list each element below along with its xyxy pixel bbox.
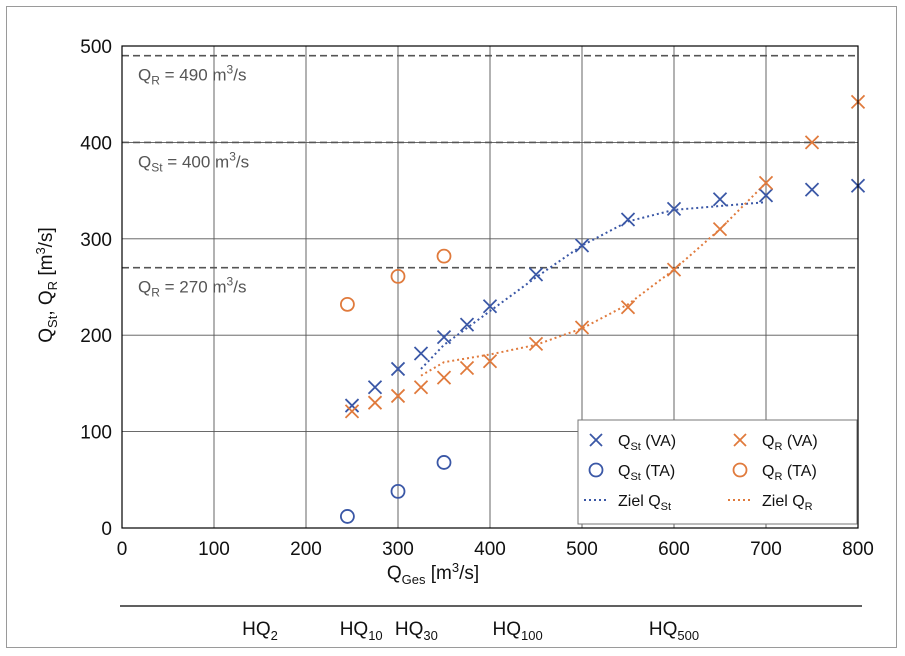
data-point [712,222,728,237]
data-point [390,388,406,404]
reference-lines: QR = 490 m3/s QSt = 400 m3/s QR = 270 m3/s [122,54,858,300]
data-point [666,262,682,277]
data-point [459,317,475,332]
y-tick-label: 500 [80,37,112,58]
data-point [666,201,682,217]
reference-line-label: QR = 490 m3/s [138,63,246,88]
hq-label: HQ100 [492,619,542,643]
data-point [390,268,406,284]
y-tick-label: 400 [80,133,112,154]
reference-line-label: QR = 270 m3/s [138,275,246,300]
data-point [758,175,774,191]
y-tick-label: 100 [80,423,112,444]
legend-label: QSt (VA) [618,433,676,453]
x-axis-label: QGes [m3/s] [387,560,479,587]
y-tick-label: 200 [80,326,112,347]
data-point [620,212,636,227]
plot-border [121,45,859,529]
data-point [758,188,774,203]
hq-label: HQ500 [649,619,699,643]
data-point [339,296,355,312]
figure-frame [6,6,897,648]
data-point [436,455,452,470]
legend-item: QR (TA) [732,462,817,483]
x-tick-label: 200 [290,539,322,560]
x-axis-label-sub: Ges [402,572,426,587]
x-axis-label-unit-sup: 3 [452,560,459,575]
data-point [344,404,360,419]
y-tick-label: 300 [80,230,112,251]
legend: QSt (VA) QSt (TA) Ziel QSt QR (VA) QR (TA) Zi… [577,419,858,525]
legend-label: QSt (TA) [618,463,675,483]
legend-label: Ziel QSt [618,493,671,513]
legend-item: QR (VA) [733,433,818,453]
legend-box [577,419,858,525]
hq-label: HQ2 [242,619,278,643]
data-point [413,346,429,361]
hq-label: HQ10 [340,619,383,643]
x-tick-label: 800 [842,539,874,560]
data-point [436,329,452,345]
legend-item: Ziel QSt [584,493,671,513]
data-point [390,483,406,499]
data-point [574,238,590,253]
data-point [436,370,452,385]
x-tick-label: 500 [566,539,598,560]
x-axis-label-main: Q [387,563,402,584]
y-axis-label-c-sup: 3 [33,247,48,254]
series-line [420,201,767,370]
x-tick-label: 100 [198,539,230,560]
legend-item: Ziel QR [728,493,813,513]
data-point [367,380,383,395]
y-axis-label-b: , Q [36,290,57,315]
data-point [528,267,544,282]
axis-ticks: 0 100 200 300 400 500 600 700 800 0 100 200 300 400 50… [80,37,874,560]
data-point [482,354,498,369]
data-point [804,135,820,150]
y-axis-label-a-sub: St [45,315,60,328]
y-axis-label-b-sub: R [45,281,60,290]
x-tick-label: 400 [474,539,506,560]
data-point [436,248,452,264]
x-axis-label-unit: [m [425,563,451,584]
y-axis-label-c: [m [36,255,57,281]
data-point [574,320,590,335]
legend-label: Ziel QR [762,493,813,513]
data-point [459,360,475,376]
reference-line-label: QSt = 400 m3/s [138,149,249,174]
hq-label: HQ30 [395,619,438,643]
y-axis-label: QSt, QR [m3/s] [33,227,60,343]
series-layer [339,94,866,524]
x-tick-label: 700 [750,539,782,560]
x-axis-label-unit-end: /s] [459,563,479,584]
data-point [413,380,429,395]
data-point [528,336,544,352]
legend-item: QSt (VA) [589,433,676,453]
y-axis-label-d: /s] [36,227,57,247]
x-tick-label: 0 [117,539,128,560]
series-line [420,182,767,377]
data-point [620,300,636,315]
data-point [712,192,728,207]
x-tick-label: 300 [382,539,414,560]
legend-item: QSt (TA) [588,462,675,483]
y-axis-label-a: Q [36,328,57,343]
legend-label: QR (VA) [762,433,818,453]
data-point [482,299,498,314]
y-tick-label: 0 [101,519,112,540]
data-point [390,361,406,377]
data-point [367,395,383,410]
x-tick-label: 600 [658,539,690,560]
legend-label: QR (TA) [762,463,817,483]
data-point [339,509,355,524]
data-point [804,182,820,197]
hq-scale: HQ2 HQ10 HQ30 HQ100 HQ500 [242,619,699,643]
data-point [344,398,360,413]
